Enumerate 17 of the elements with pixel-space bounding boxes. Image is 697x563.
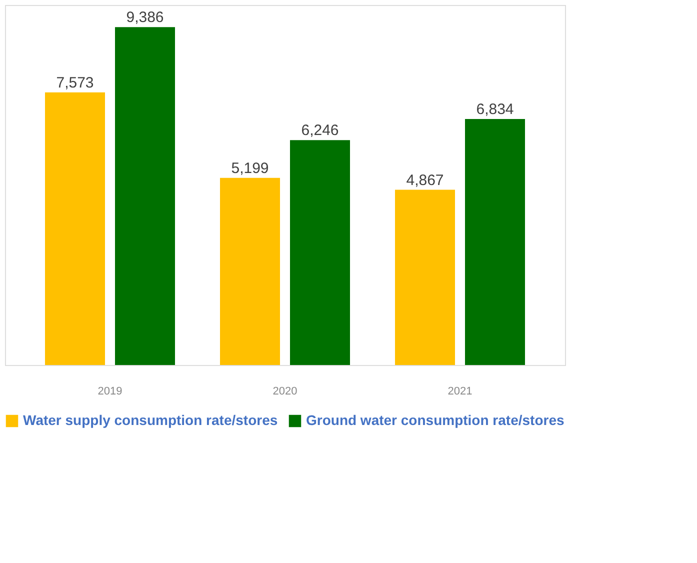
data-label: 6,834 <box>476 100 514 118</box>
data-label: 5,199 <box>231 160 269 177</box>
data-label: 9,386 <box>126 9 164 26</box>
data-label: 6,246 <box>301 122 339 140</box>
bar <box>290 140 350 365</box>
x-tick-label: 2021 <box>448 386 472 398</box>
x-tick-label: 2020 <box>272 386 298 398</box>
bar <box>220 178 280 365</box>
data-label: 7,573 <box>56 74 94 92</box>
bar <box>115 27 175 365</box>
bar <box>395 190 455 365</box>
x-tick-label: 2019 <box>98 386 122 398</box>
legend-label: Water supply consumption rate/stores <box>23 412 278 428</box>
bar <box>45 92 105 365</box>
bar <box>465 118 525 365</box>
legend-label: Ground water consumption rate/stores <box>306 412 564 428</box>
data-label: 4,867 <box>406 172 444 189</box>
